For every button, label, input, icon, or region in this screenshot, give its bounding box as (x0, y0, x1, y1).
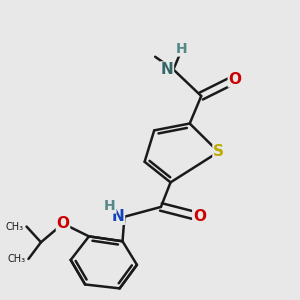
Text: N: N (161, 62, 173, 77)
Text: CH₃: CH₃ (5, 222, 24, 232)
Text: N: N (112, 209, 124, 224)
Text: H: H (176, 42, 188, 56)
Text: O: O (193, 209, 206, 224)
Text: CH₃: CH₃ (8, 254, 26, 264)
Text: O: O (228, 72, 241, 87)
Text: O: O (56, 216, 70, 231)
Text: H: H (104, 199, 116, 213)
Text: S: S (213, 145, 224, 160)
